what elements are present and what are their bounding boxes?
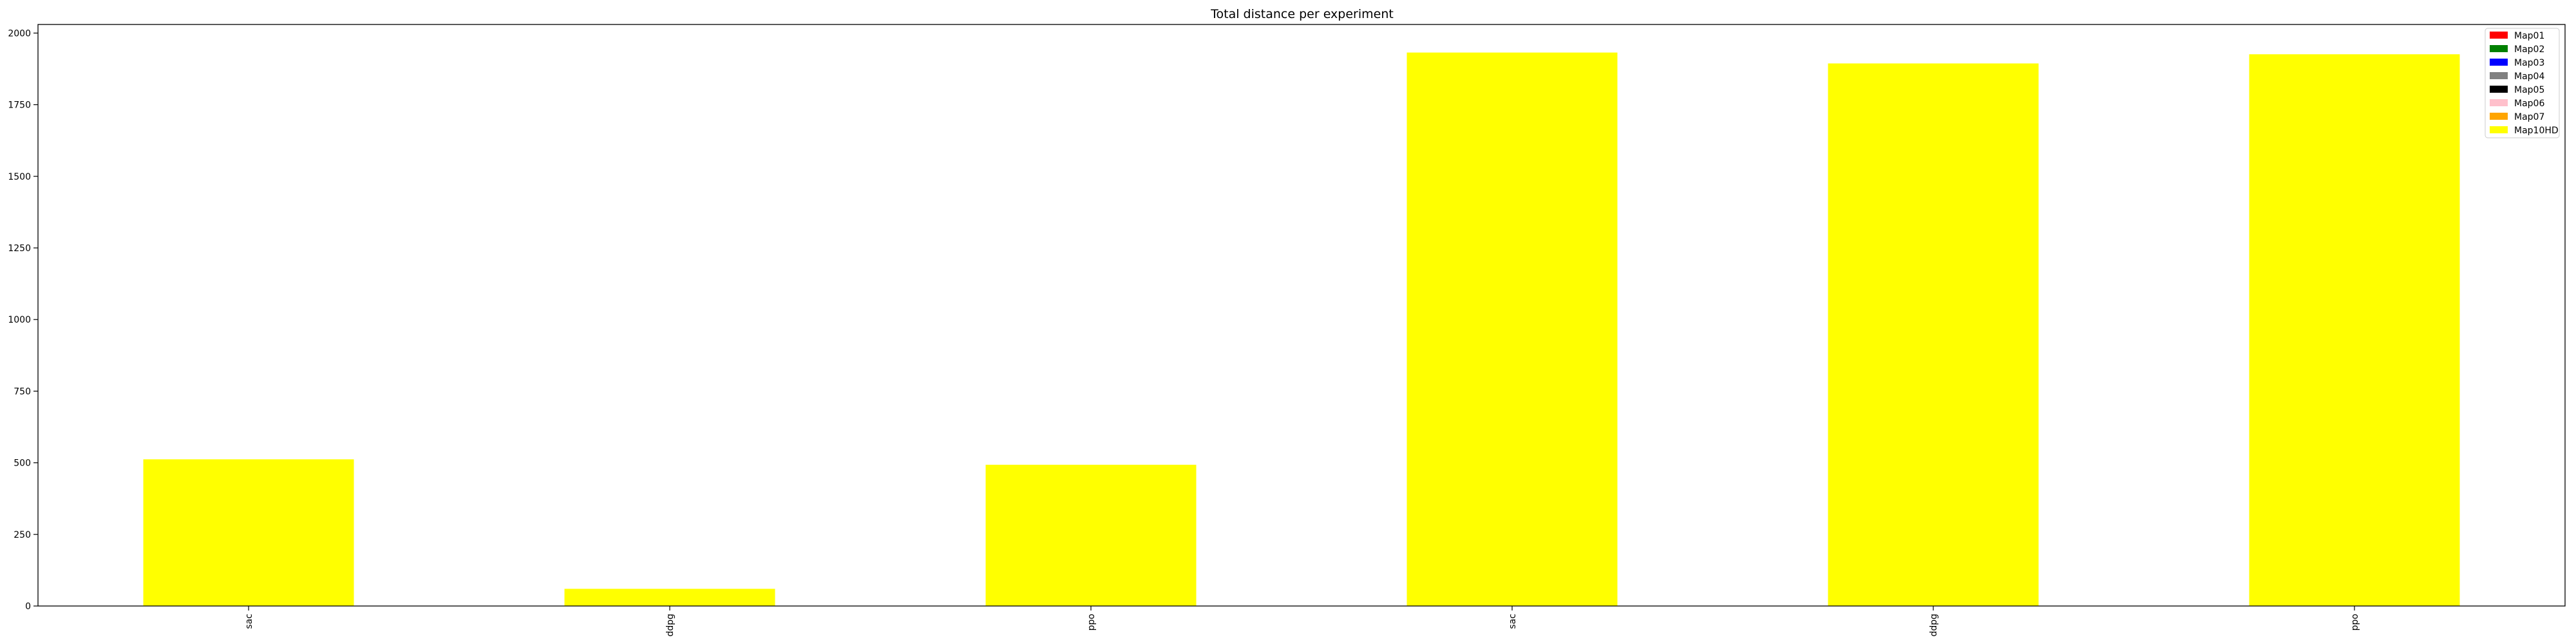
y-tick-label: 1750: [8, 100, 31, 111]
legend: Map01 Map02 Map03 Map04 Map05 Map06 Map07 Map10…: [2485, 28, 2560, 138]
plot-frame: [37, 24, 2566, 607]
legend-swatch-map10hd: [2490, 126, 2508, 133]
y-tick-label: 1500: [8, 172, 31, 182]
legend-label-map10hd: Map10HD: [2514, 126, 2559, 136]
legend-label-map04: Map04: [2514, 71, 2544, 82]
y-tick-label: 250: [14, 530, 31, 540]
legend-swatch-map06: [2490, 99, 2508, 106]
legend-label-map03: Map03: [2514, 58, 2544, 68]
y-tick-label: 750: [14, 386, 31, 397]
x-tick-label: ddpg: [665, 614, 676, 637]
legend-label-map06: Map06: [2514, 99, 2544, 109]
x-tick-label: ppo: [1086, 614, 1097, 630]
bar-map10hd-4: [1828, 63, 2039, 606]
legend-swatch-map02: [2490, 45, 2508, 52]
bar-map10hd-3: [1406, 52, 1618, 607]
legend-frame: [2485, 28, 2560, 138]
x-tick-label: sac: [1508, 614, 1518, 629]
legend-swatch-map05: [2490, 86, 2508, 93]
legend-label-map05: Map05: [2514, 85, 2544, 95]
y-tick-label: 2000: [8, 28, 31, 39]
x-tick-label: ddpg: [1929, 614, 1939, 637]
legend-label-map02: Map02: [2514, 44, 2544, 55]
bar-map10hd-0: [143, 459, 354, 606]
legend-swatch-map03: [2490, 59, 2508, 66]
y-tick-label: 500: [14, 459, 31, 469]
x-tick-label: sac: [244, 614, 254, 629]
chart-title: Total distance per experiment: [1210, 7, 1394, 21]
legend-swatch-map04: [2490, 72, 2508, 79]
bar-map10hd-5: [2249, 54, 2460, 606]
bars-group: [143, 52, 2460, 607]
legend-swatch-map01: [2490, 32, 2508, 39]
bar-map10hd-2: [985, 464, 1197, 606]
x-axis: sac ddpg ppo sac ddpg ppo: [244, 606, 2360, 637]
bar-map10hd-1: [564, 589, 775, 606]
y-tick-label: 1000: [8, 315, 31, 325]
x-tick-label: ppo: [2350, 614, 2360, 630]
legend-swatch-map07: [2490, 113, 2508, 120]
legend-label-map01: Map01: [2514, 31, 2544, 41]
y-tick-label: 1250: [8, 243, 31, 254]
y-tick-label: 0: [25, 601, 31, 612]
legend-label-map07: Map07: [2514, 112, 2544, 122]
y-axis: 0 250 500 750 1000 1250 1500 1750 2000: [8, 28, 38, 612]
